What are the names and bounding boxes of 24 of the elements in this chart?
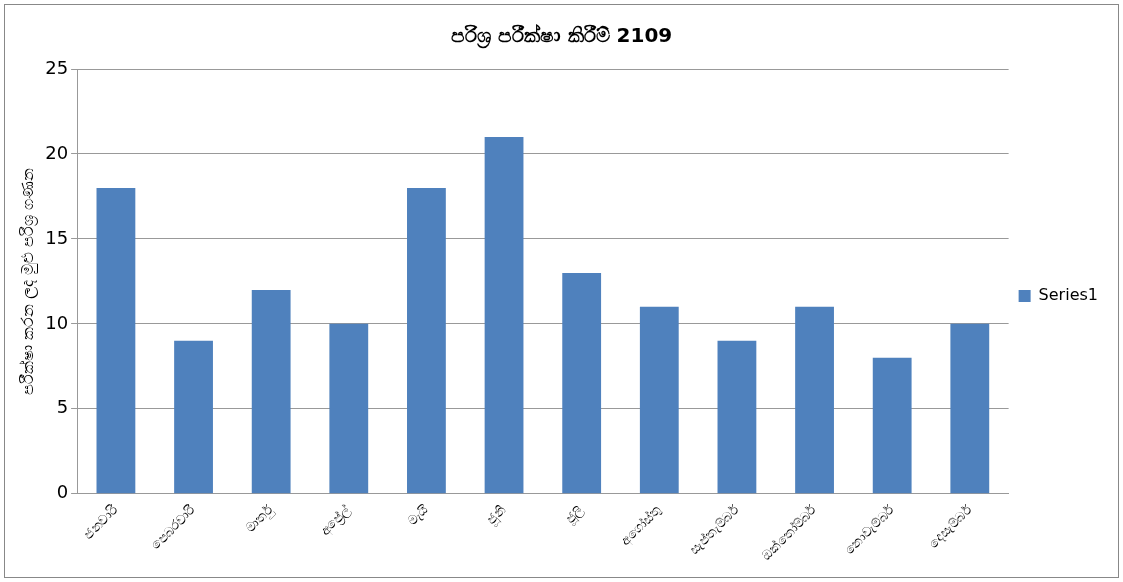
chart-title: පරිශ්‍ර පරීක්ෂා කිරීම් 2109	[450, 23, 673, 50]
y-tick-label: 5	[56, 396, 69, 418]
y-tick-label: 0	[56, 481, 69, 503]
bar	[562, 272, 602, 494]
bar	[96, 187, 136, 494]
bar	[484, 136, 524, 494]
x-tick-label: මැයි	[404, 501, 432, 529]
bar	[407, 187, 446, 494]
bar	[329, 323, 369, 494]
bar	[795, 306, 834, 494]
y-tick-label: 10	[45, 311, 69, 333]
y-tick-label: 15	[45, 226, 69, 248]
y-tick-label: 20	[45, 141, 69, 163]
bar	[872, 357, 912, 494]
legend-label: Series1	[1038, 285, 1099, 305]
x-tick-label: ජූනි	[483, 502, 510, 528]
x-tick-label: ජූලි	[562, 502, 587, 527]
bar	[639, 306, 679, 494]
bar	[717, 340, 757, 494]
y-axis-title: පරීක්ෂා කරන ලද මුළු පරිශ්‍ර ගණන	[17, 167, 38, 396]
bar	[251, 289, 291, 494]
bar	[174, 340, 213, 494]
y-tick-label: 25	[45, 56, 69, 78]
bar	[950, 323, 990, 494]
